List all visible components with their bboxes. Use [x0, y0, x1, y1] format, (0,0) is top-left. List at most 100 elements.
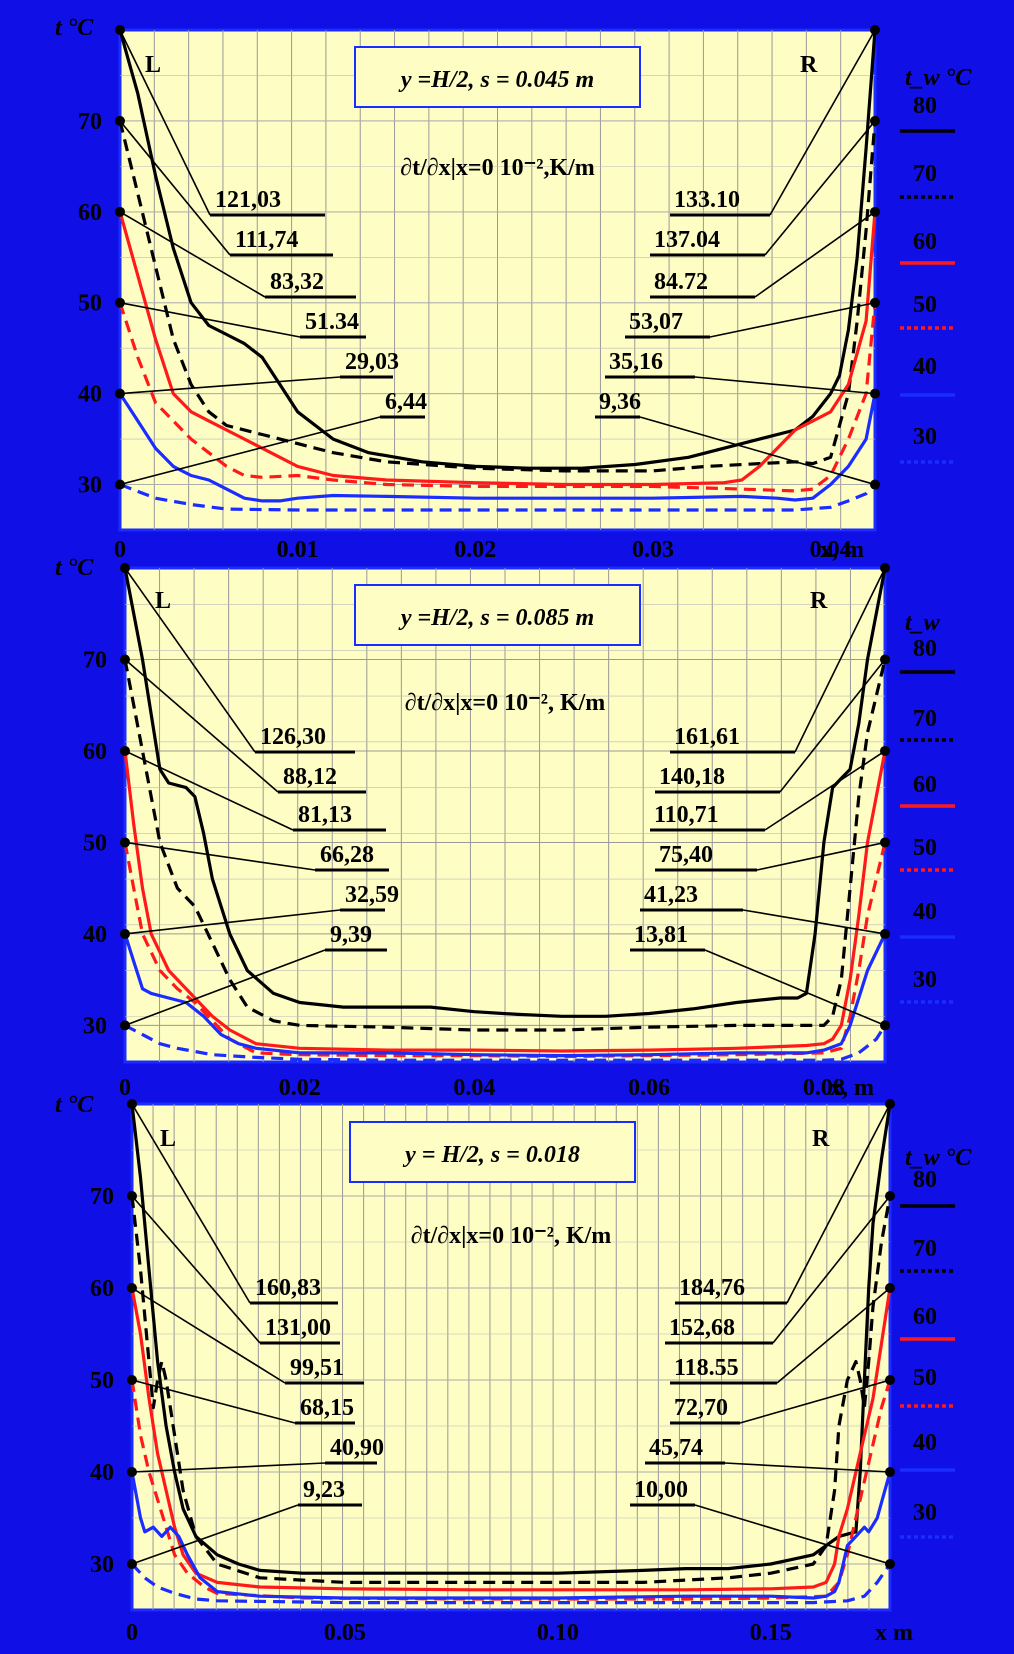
- endpoint-dot: [115, 480, 125, 490]
- legend-label: 80: [913, 636, 937, 662]
- side-label-r: R: [810, 588, 828, 614]
- legend-label: 40: [913, 899, 937, 925]
- y-tick-label: 50: [90, 1368, 114, 1394]
- right-gradient-label: 152,68: [669, 1315, 735, 1341]
- y-tick-label: 40: [78, 382, 102, 408]
- x-tick-label: 0.02: [279, 1075, 321, 1101]
- x-tick-label: 0: [126, 1620, 138, 1646]
- endpoint-dot: [120, 1020, 130, 1030]
- y-tick-label: 70: [78, 109, 102, 135]
- left-gradient-label: 83,32: [270, 269, 324, 295]
- endpoint-dot: [127, 1467, 137, 1477]
- x-tick-label: 0.02: [454, 537, 496, 563]
- endpoint-dot: [885, 1559, 895, 1569]
- x-axis-label: x, m: [820, 537, 864, 563]
- right-gradient-label: 45,74: [649, 1435, 703, 1461]
- legend-label: 80: [913, 93, 937, 119]
- y-tick-label: 60: [78, 200, 102, 226]
- left-gradient-label: 68,15: [300, 1395, 354, 1421]
- right-gradient-label: 161,61: [674, 724, 740, 750]
- y-tick-label: 30: [78, 473, 102, 499]
- right-gradient-label: 184,76: [679, 1275, 745, 1301]
- left-gradient-label: 126,30: [260, 724, 326, 750]
- endpoint-dot: [885, 1099, 895, 1109]
- endpoint-dot: [870, 298, 880, 308]
- endpoint-dot: [120, 654, 130, 664]
- endpoint-dot: [880, 929, 890, 939]
- x-tick-label: 0: [119, 1075, 131, 1101]
- chart-panel: y =H/2, s = 0.045 m ∂t/∂x|x=0 10⁻²,K/m L R 1…: [55, 15, 972, 563]
- legend-label: 60: [913, 1304, 937, 1330]
- chart-title: y =H/2, s = 0.085 m: [398, 605, 594, 631]
- endpoint-dot: [115, 116, 125, 126]
- legend-label: 30: [913, 1500, 937, 1526]
- chart-panel: y =H/2, s = 0.085 m ∂t/∂x|x=0 10⁻², K/m L R…: [55, 555, 955, 1101]
- legend-label: 70: [913, 161, 937, 187]
- y-tick-label: 70: [90, 1184, 114, 1210]
- legend-label: 70: [913, 1236, 937, 1262]
- left-gradient-label: 9,23: [303, 1477, 345, 1503]
- left-gradient-label: 88,12: [283, 764, 337, 790]
- right-gradient-label: 13,81: [634, 922, 688, 948]
- y-axis-label: t °C: [55, 15, 94, 41]
- legend-label: 40: [913, 354, 937, 380]
- endpoint-dot: [127, 1559, 137, 1569]
- chart-subtitle: ∂t/∂x|x=0 10⁻²,K/m: [400, 155, 595, 181]
- right-gradient-label: 10,00: [634, 1477, 688, 1503]
- x-tick-label: 0.03: [632, 537, 674, 563]
- endpoint-dot: [127, 1375, 137, 1385]
- side-label-r: R: [812, 1126, 830, 1152]
- left-gradient-label: 32,59: [345, 882, 399, 908]
- left-gradient-label: 6,44: [385, 389, 427, 415]
- right-gradient-label: 75,40: [659, 842, 713, 868]
- endpoint-dot: [885, 1283, 895, 1293]
- right-gradient-label: 84.72: [654, 269, 708, 295]
- chart-subtitle: ∂t/∂x|x=0 10⁻², K/m: [405, 690, 606, 716]
- endpoint-dot: [120, 837, 130, 847]
- y-tick-label: 70: [83, 647, 107, 673]
- left-gradient-label: 29,03: [345, 349, 399, 375]
- endpoint-dot: [120, 929, 130, 939]
- left-gradient-label: 81,13: [298, 802, 352, 828]
- endpoint-dot: [880, 563, 890, 573]
- left-gradient-label: 9,39: [330, 922, 372, 948]
- endpoint-dot: [870, 207, 880, 217]
- endpoint-dot: [880, 1020, 890, 1030]
- left-gradient-label: 66,28: [320, 842, 374, 868]
- right-gradient-label: 72,70: [674, 1395, 728, 1421]
- endpoint-dot: [127, 1099, 137, 1109]
- endpoint-dot: [880, 746, 890, 756]
- x-axis-label: x, m: [830, 1075, 874, 1101]
- legend-label: 50: [913, 1365, 937, 1391]
- side-label-l: L: [155, 588, 171, 614]
- endpoint-dot: [127, 1191, 137, 1201]
- right-gradient-label: 118.55: [674, 1355, 739, 1381]
- endpoint-dot: [870, 116, 880, 126]
- endpoint-dot: [120, 746, 130, 756]
- endpoint-dot: [870, 25, 880, 35]
- endpoint-dot: [115, 298, 125, 308]
- x-tick-label: 0: [114, 537, 126, 563]
- endpoint-dot: [115, 389, 125, 399]
- right-gradient-label: 53,07: [629, 309, 683, 335]
- endpoint-dot: [885, 1191, 895, 1201]
- chart-subtitle: ∂t/∂x|x=0 10⁻², K/m: [411, 1223, 612, 1249]
- legend-label: 40: [913, 1430, 937, 1456]
- left-gradient-label: 121,03: [215, 187, 281, 213]
- left-gradient-label: 111,74: [235, 227, 298, 253]
- legend-label: 70: [913, 706, 937, 732]
- x-axis-label: x m: [875, 1620, 913, 1646]
- endpoint-dot: [120, 563, 130, 573]
- y-tick-label: 60: [83, 739, 107, 765]
- x-tick-label: 0.04: [453, 1075, 495, 1101]
- legend-header: t_w: [905, 610, 941, 636]
- y-tick-label: 50: [78, 291, 102, 317]
- y-tick-label: 50: [83, 830, 107, 856]
- right-gradient-label: 140,18: [659, 764, 725, 790]
- x-tick-label: 0.15: [750, 1620, 792, 1646]
- endpoint-dot: [115, 25, 125, 35]
- chart-title: y =H/2, s = 0.045 m: [398, 67, 594, 93]
- side-label-r: R: [800, 52, 818, 78]
- legend-label: 60: [913, 229, 937, 255]
